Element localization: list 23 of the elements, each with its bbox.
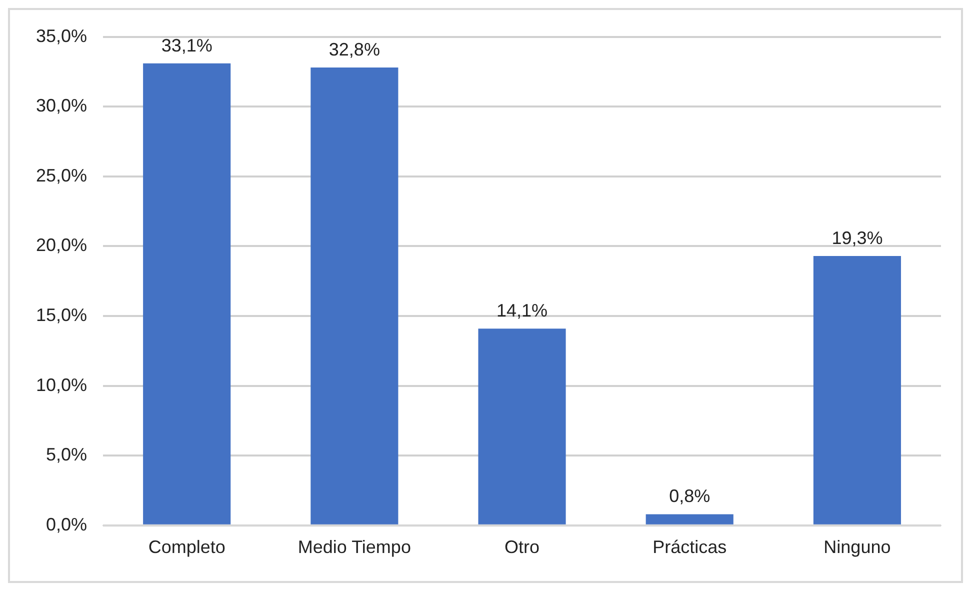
bar: [478, 328, 566, 524]
x-tick-label: Medio Tiempo: [298, 537, 411, 558]
bar: [310, 68, 398, 524]
y-tick-label: 0,0%: [46, 514, 88, 534]
x-tick-label: Completo: [148, 537, 226, 558]
y-tick-label: 20,0%: [36, 235, 88, 256]
data-label: 33,1%: [161, 35, 212, 56]
y-tick-label: 5,0%: [46, 444, 88, 465]
x-tick-label: Otro: [504, 537, 540, 558]
bar: [143, 63, 231, 524]
data-label: 0,8%: [669, 486, 710, 506]
x-tick-label: Ninguno: [824, 537, 891, 558]
y-tick-label: 30,0%: [36, 96, 88, 116]
bar: [813, 256, 901, 524]
y-tick-label: 10,0%: [36, 374, 88, 395]
y-tick-label: 35,0%: [36, 26, 88, 46]
y-tick-label: 25,0%: [36, 165, 88, 186]
data-label: 14,1%: [496, 300, 548, 321]
y-tick-label: 15,0%: [36, 304, 88, 325]
x-tick-label: Prácticas: [652, 537, 727, 558]
bar: [646, 514, 734, 524]
data-label: 19,3%: [832, 228, 883, 248]
data-label: 32,8%: [328, 39, 380, 60]
